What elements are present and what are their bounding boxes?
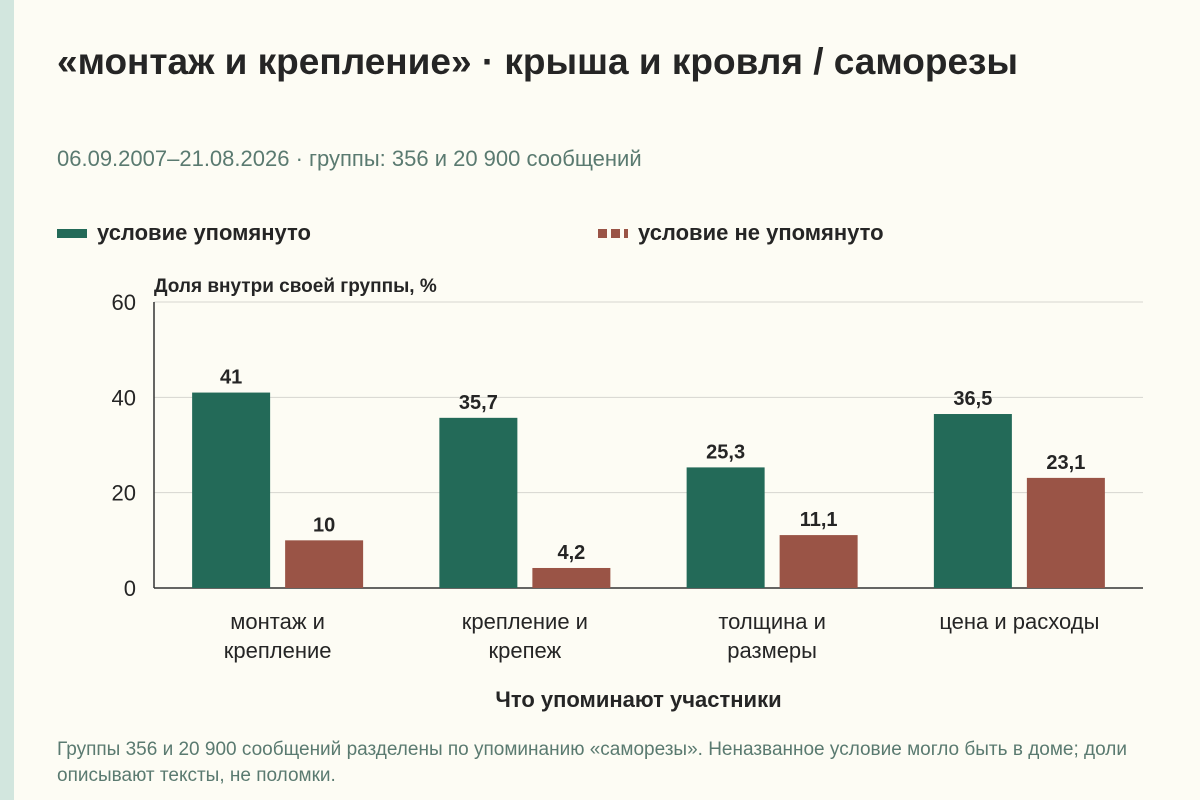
x-tick-label: крепление и крепеж [462,609,588,663]
y-axis-label: Доля внутри своей группы, % [154,276,437,297]
y-tick-label: 60 [112,290,136,315]
x-axis-label: Что упоминают участники [495,687,781,712]
legend-label-not-mentioned: условие не упомянуто [638,220,884,245]
data-label: 35,7 [459,392,498,414]
x-tick-label: цена и расходы [939,609,1099,634]
bar [439,417,518,588]
data-label: 11,1 [800,509,838,531]
x-tick-label-line: монтаж и [230,609,325,634]
legend-item-not-mentioned: условие не упомянуто [598,218,884,248]
data-label: 23,1 [1046,452,1085,474]
data-label: 41 [220,367,242,389]
legend-swatch-mentioned [57,228,87,238]
x-tick-label-line: крепление [224,638,332,663]
x-tick-label-line: крепеж [489,638,562,663]
bar [779,535,858,588]
x-tick-label-line: цена и расходы [939,609,1099,634]
x-tick-label-line: крепление и [462,609,588,634]
y-tick-label: 40 [112,385,136,410]
legend-item-mentioned: условие упомянуто [57,218,311,248]
x-tick-label: толщина и размеры [718,609,826,663]
legend-label-mentioned: условие упомянуто [97,220,311,245]
data-label: 36,5 [953,388,992,410]
footnote: Группы 356 и 20 900 сообщений разделены … [57,739,1127,786]
legend-swatch-not-mentioned [598,228,628,238]
chart-subtitle: 06.09.2007–21.08.2026 · группы: 356 и 20… [57,146,642,171]
x-tick-label: монтаж и крепление [224,609,332,663]
chart-title: «монтаж и крепление» · крыша и кровля / … [57,41,1019,82]
data-label: 10 [313,514,335,536]
x-tick-label-line: толщина и [718,609,826,634]
data-label: 25,3 [706,441,745,463]
bar [285,540,364,588]
bar [192,392,271,588]
bar [686,467,765,588]
data-label: 4,2 [557,542,585,564]
bar [1026,477,1105,588]
bar [933,414,1012,588]
accent-strip [0,0,14,800]
y-tick-label: 20 [112,481,136,506]
bar [532,567,611,588]
y-tick-label: 0 [124,576,136,601]
x-tick-label-line: размеры [727,638,817,663]
